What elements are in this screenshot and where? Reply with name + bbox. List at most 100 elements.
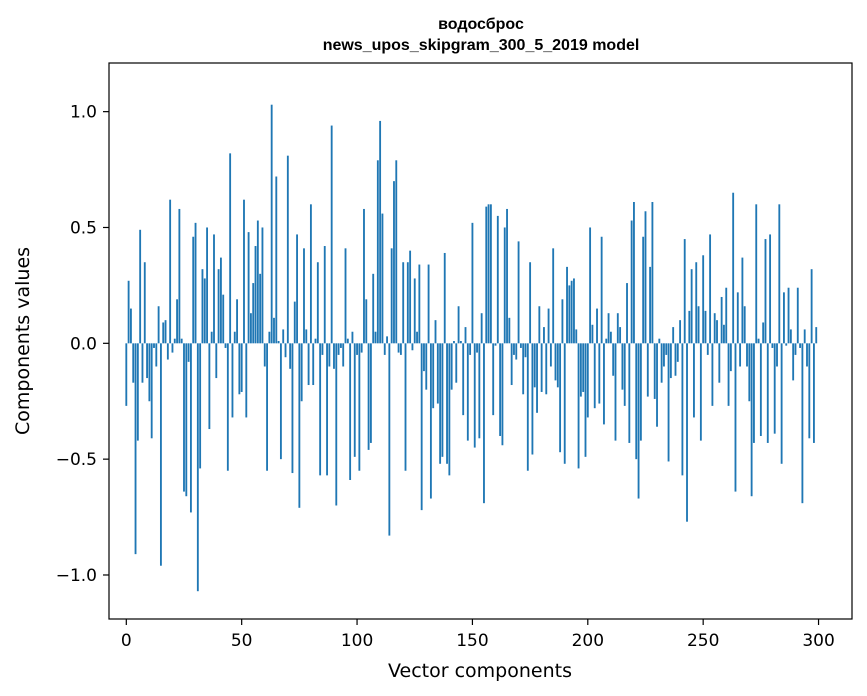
bar (446, 343, 448, 464)
bar (605, 338, 608, 344)
bar (492, 343, 495, 416)
bar (203, 278, 206, 344)
bar (619, 327, 622, 344)
bar (699, 343, 702, 441)
bar (690, 269, 693, 344)
bar (536, 343, 538, 413)
bar (148, 343, 151, 402)
bar (141, 343, 144, 383)
bar (448, 343, 451, 476)
bar (423, 343, 425, 372)
bar (729, 343, 732, 372)
bar (563, 343, 566, 464)
bar (750, 343, 753, 497)
bar (457, 306, 460, 344)
bar-series (125, 104, 818, 592)
bar (180, 338, 183, 344)
bar (273, 317, 275, 344)
bar (642, 236, 645, 344)
bar (697, 306, 700, 344)
bar (130, 308, 132, 344)
bar (743, 306, 746, 344)
bar (686, 343, 688, 522)
bar (402, 262, 405, 344)
bar (759, 343, 762, 436)
bar (132, 343, 135, 383)
bar (321, 343, 324, 355)
bar (746, 343, 748, 367)
bar (309, 204, 312, 344)
bar (515, 343, 518, 360)
bar (469, 343, 472, 355)
bar (674, 343, 677, 376)
bar (201, 269, 204, 344)
bar (723, 324, 725, 344)
bar (252, 283, 255, 344)
bar (702, 255, 705, 344)
bar (538, 306, 541, 344)
bar (206, 227, 208, 344)
bar (591, 324, 594, 344)
y-tick-label: 1.0 (70, 103, 97, 123)
bar (418, 264, 421, 344)
bar (524, 343, 527, 358)
bar (254, 246, 257, 344)
bar (330, 125, 333, 344)
bar (679, 320, 682, 344)
bar (411, 343, 414, 351)
bar (436, 343, 439, 404)
bar (706, 343, 709, 355)
bar (561, 299, 564, 344)
bar (644, 211, 647, 344)
bar (136, 343, 139, 441)
bar (390, 248, 393, 344)
bar (173, 338, 176, 344)
bar (473, 343, 476, 448)
bar (222, 294, 225, 344)
bar (367, 343, 370, 450)
bar (233, 331, 236, 344)
bar (328, 343, 331, 367)
bar (275, 176, 278, 344)
bar (268, 331, 271, 344)
bar (215, 343, 218, 379)
bar (259, 273, 262, 344)
bar (545, 343, 548, 395)
bar (374, 331, 377, 344)
bar (549, 343, 552, 367)
bar (146, 343, 148, 379)
bar (379, 120, 382, 344)
bar (688, 310, 691, 344)
bar (139, 229, 142, 344)
bar (296, 234, 298, 344)
bar (607, 313, 610, 344)
bar (478, 343, 481, 439)
y-axis-ticks: −1.0 −0.5 0.0 0.5 1.0 (56, 103, 109, 586)
bar (510, 343, 513, 386)
bar (153, 343, 155, 348)
bar (455, 343, 458, 383)
bar (501, 343, 504, 446)
bar (792, 343, 795, 381)
bar (376, 160, 379, 344)
y-axis-label: Components values (12, 247, 34, 435)
bar (236, 299, 238, 344)
bar (803, 329, 806, 344)
bar (346, 338, 349, 344)
bar (554, 343, 557, 381)
bar (159, 343, 162, 566)
bar (665, 343, 668, 355)
bar (653, 343, 656, 399)
bar (266, 343, 268, 471)
bar (568, 285, 571, 344)
bar (815, 327, 818, 344)
bar (358, 343, 361, 471)
bar (496, 215, 499, 344)
bar (187, 343, 190, 362)
bar (231, 343, 234, 418)
bar (192, 236, 195, 344)
bar (660, 343, 663, 383)
bar (598, 343, 601, 404)
bar (732, 192, 735, 344)
bar (801, 343, 804, 504)
